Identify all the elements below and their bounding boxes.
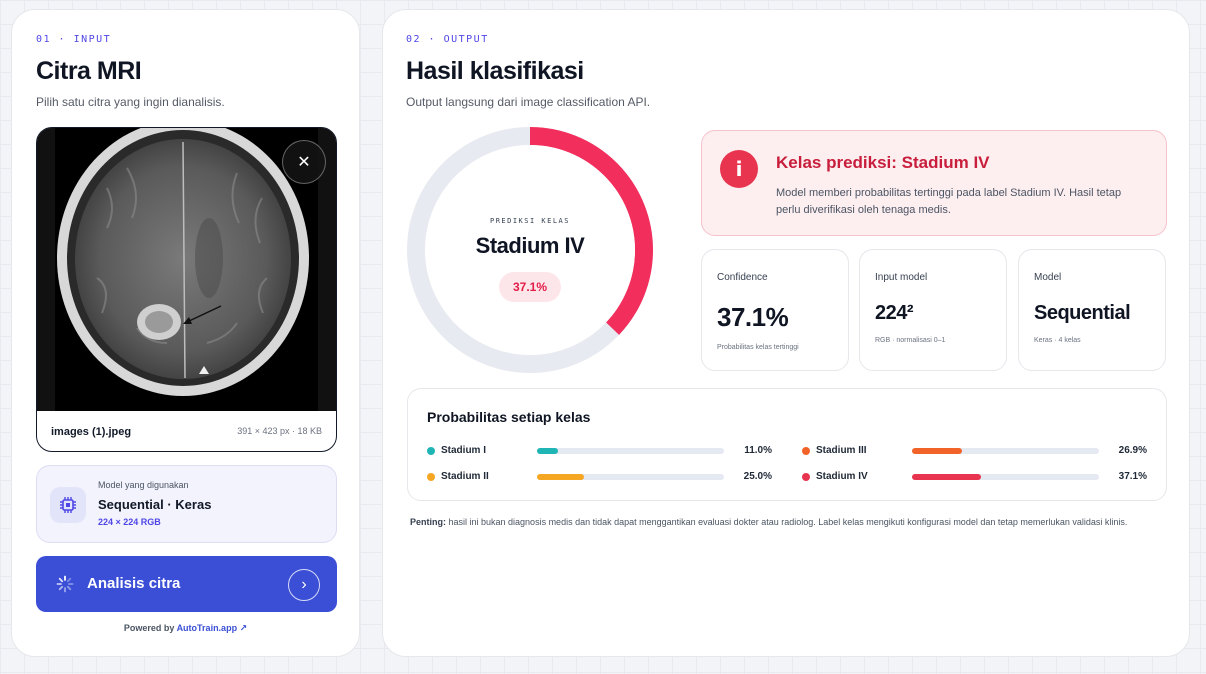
alert-title: Kelas prediksi: Stadium IV bbox=[776, 153, 990, 172]
prob-name: Stadium III bbox=[816, 445, 867, 456]
prob-row-stadium-ii: Stadium II 25.0% bbox=[427, 470, 772, 484]
prob-value: 37.1% bbox=[1118, 471, 1147, 482]
prob-dot bbox=[427, 447, 435, 455]
gauge-label: PREDIKSI KELAS bbox=[489, 217, 570, 225]
model-info: Model yang digunakan Sequential · Keras … bbox=[36, 465, 337, 543]
prob-dot bbox=[427, 473, 435, 481]
prob-name: Stadium IV bbox=[816, 471, 868, 482]
prob-row-stadium-i: Stadium I 11.0% bbox=[427, 444, 772, 458]
chevron-right-icon: › bbox=[288, 569, 320, 601]
model-label: Model yang digunakan bbox=[98, 480, 189, 490]
output-eyebrow: 02 · OUTPUT bbox=[406, 34, 489, 45]
stat-note: Keras · 4 kelas bbox=[1034, 337, 1081, 344]
stat-confidence: Confidence 37.1% Probabilitas kelas tert… bbox=[701, 249, 849, 371]
note-text: hasil ini bukan diagnosis medis dan tida… bbox=[446, 517, 1128, 527]
prob-value: 25.0% bbox=[743, 471, 772, 482]
stat-value: 224² bbox=[875, 302, 914, 324]
gauge-percent: 37.1% bbox=[499, 272, 561, 302]
prob-row-stadium-iii: Stadium III 26.9% bbox=[802, 444, 1147, 458]
file-name: images (1).jpeg bbox=[51, 426, 132, 438]
stat-model: Model Sequential Keras · 4 kelas bbox=[1018, 249, 1166, 371]
stat-value: 37.1% bbox=[717, 302, 789, 332]
prob-name: Stadium II bbox=[441, 471, 489, 482]
close-icon: ✕ bbox=[297, 154, 311, 171]
powered-by: Powered by AutoTrain.app ↗ bbox=[12, 623, 359, 634]
input-title: Citra MRI bbox=[36, 57, 142, 85]
prob-track bbox=[537, 448, 724, 454]
info-icon: i bbox=[720, 150, 758, 188]
prob-value: 26.9% bbox=[1118, 445, 1147, 456]
prediction-gauge: PREDIKSI KELAS Stadium IV 37.1% bbox=[406, 126, 654, 374]
probs-title: Probabilitas setiap kelas bbox=[427, 409, 591, 425]
prob-name: Stadium I bbox=[441, 445, 487, 456]
prob-track bbox=[912, 448, 1099, 454]
output-title: Hasil klasifikasi bbox=[406, 57, 584, 85]
gauge-arc bbox=[407, 127, 653, 373]
model-dims: 224 × 224 RGB bbox=[98, 517, 161, 527]
mri-image: ✕ bbox=[37, 128, 336, 411]
output-panel: 02 · OUTPUT Hasil klasifikasi Output lan… bbox=[382, 9, 1190, 657]
model-name: Sequential · Keras bbox=[98, 497, 212, 512]
input-subtitle: Pilih satu citra yang ingin dianalisis. bbox=[36, 95, 225, 109]
prob-value: 11.0% bbox=[744, 445, 772, 456]
stat-label: Model bbox=[1034, 272, 1062, 283]
prob-fill bbox=[537, 448, 558, 454]
input-panel: 01 · INPUT Citra MRI Pilih satu citra ya… bbox=[11, 9, 360, 657]
note-bold: Penting: bbox=[410, 517, 446, 527]
powered-prefix: Powered by bbox=[123, 623, 175, 633]
spinner-icon bbox=[56, 575, 74, 598]
chip-icon bbox=[50, 487, 86, 523]
prob-fill bbox=[912, 474, 982, 480]
disclaimer-note: Penting: hasil ini bukan diagnosis medis… bbox=[410, 515, 1150, 529]
prob-track bbox=[537, 474, 724, 480]
stat-input-model: Input model 224² RGB · normalisasi 0–1 bbox=[859, 249, 1007, 371]
autotrain-link[interactable]: AutoTrain.app ↗ bbox=[176, 623, 248, 633]
analyze-label: Analisis citra bbox=[87, 575, 181, 592]
stat-label: Input model bbox=[875, 272, 928, 283]
input-eyebrow: 01 · INPUT bbox=[36, 34, 112, 45]
prediction-alert: i Kelas prediksi: Stadium IV Model membe… bbox=[701, 130, 1167, 236]
prob-fill bbox=[537, 474, 584, 480]
image-preview[interactable]: ✕ images (1).jpeg 391 × 423 px · 18 KB bbox=[36, 127, 337, 452]
output-subtitle: Output langsung dari image classificatio… bbox=[406, 95, 651, 109]
prob-fill bbox=[912, 448, 963, 454]
remove-image-button[interactable]: ✕ bbox=[282, 140, 326, 184]
class-probabilities: Probabilitas setiap kelas Stadium I 11.0… bbox=[407, 388, 1167, 501]
alert-text: Model memberi probabilitas tertinggi pad… bbox=[776, 187, 1122, 216]
stat-note: Probabilitas kelas tertinggi bbox=[717, 344, 799, 351]
file-meta: 391 × 423 px · 18 KB bbox=[237, 426, 322, 436]
analyze-button[interactable]: Analisis citra › bbox=[36, 556, 337, 612]
prob-dot bbox=[802, 447, 810, 455]
predicted-class: Stadium IV bbox=[475, 233, 585, 258]
prob-track bbox=[912, 474, 1099, 480]
stat-value: Sequential bbox=[1034, 302, 1131, 324]
prob-row-stadium-iv: Stadium IV 37.1% bbox=[802, 470, 1147, 484]
stat-label: Confidence bbox=[717, 272, 768, 283]
stat-note: RGB · normalisasi 0–1 bbox=[875, 337, 946, 344]
prob-dot bbox=[802, 473, 810, 481]
